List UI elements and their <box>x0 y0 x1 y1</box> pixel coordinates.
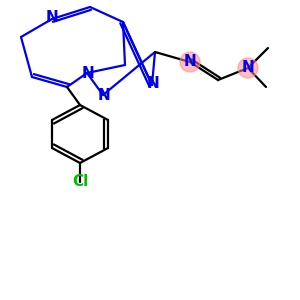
Text: N: N <box>242 61 254 76</box>
Text: N: N <box>98 88 110 104</box>
Circle shape <box>238 58 258 78</box>
Text: N: N <box>46 11 59 26</box>
Text: N: N <box>147 76 159 91</box>
Text: N: N <box>82 67 94 82</box>
Text: Cl: Cl <box>72 175 88 190</box>
Text: N: N <box>184 55 196 70</box>
Circle shape <box>180 52 200 72</box>
